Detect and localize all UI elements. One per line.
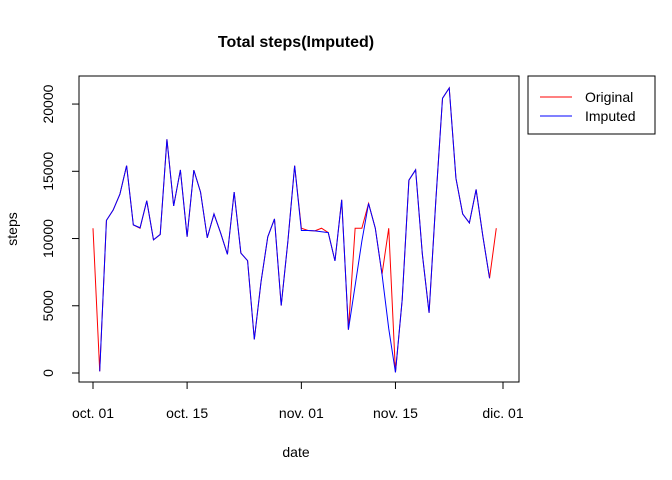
y-tick-label: 0	[40, 369, 56, 377]
y-tick-label: 5000	[40, 290, 56, 321]
x-axis-label: date	[282, 444, 309, 460]
x-tick-label: oct. 01	[72, 405, 114, 421]
x-tick-label: nov. 01	[279, 405, 324, 421]
plot-frame	[78, 75, 520, 383]
chart-title: Total steps(Imputed)	[218, 34, 374, 51]
series-layer	[92, 86, 497, 373]
y-tick-label: 15000	[40, 152, 56, 191]
y-tick-label: 10000	[40, 219, 56, 258]
x-axis: oct. 01 oct. 15 nov. 01 nov. 15 dic. 01	[72, 381, 524, 421]
x-tick-label: dic. 01	[482, 405, 523, 421]
series-line-imputed	[99, 86, 491, 373]
legend-label-imputed: Imputed	[585, 108, 636, 124]
y-axis: 0 5000 10000 15000 20000	[40, 84, 80, 377]
legend-label-original: Original	[585, 89, 633, 105]
series-line-original	[92, 86, 497, 373]
legend: Original Imputed	[527, 75, 656, 135]
x-tick-label: oct. 15	[166, 405, 208, 421]
y-tick-label: 20000	[40, 84, 56, 123]
x-tick-label: nov. 15	[373, 405, 418, 421]
y-axis-label: steps	[4, 212, 20, 245]
legend-box	[527, 75, 656, 135]
